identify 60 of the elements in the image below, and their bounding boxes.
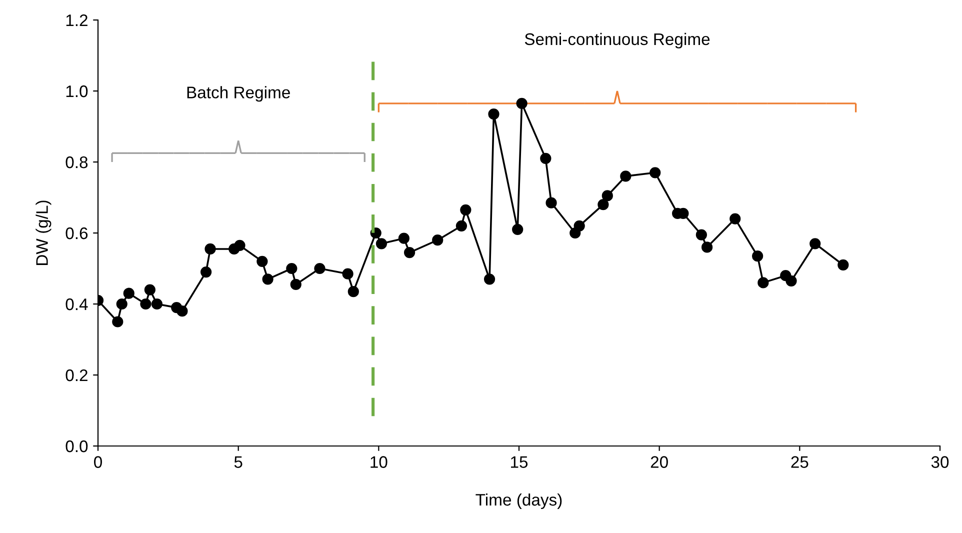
y-tick-label: 0.4 (66, 298, 88, 310)
point (256, 256, 268, 267)
point (432, 234, 444, 246)
point (112, 316, 124, 328)
x-tick-label: 30 (931, 456, 949, 468)
point (151, 298, 162, 310)
point (204, 243, 216, 255)
point (140, 298, 152, 310)
point (602, 190, 613, 202)
x-axis-title: Time (days) (476, 493, 562, 510)
point (574, 220, 585, 232)
point (752, 250, 764, 262)
y-tick-label: 0.8 (66, 156, 88, 168)
point (696, 229, 707, 240)
point (200, 266, 212, 278)
x-tick-label: 15 (511, 456, 528, 468)
point (786, 275, 797, 286)
y-tick-label: 1.0 (66, 85, 88, 98)
point (123, 288, 134, 299)
point (460, 204, 472, 216)
point (512, 224, 524, 236)
point (376, 238, 388, 250)
point (540, 152, 552, 164)
x-tick-label: 10 (370, 456, 388, 468)
y-tick-label: 0.0 (66, 440, 88, 452)
point (838, 259, 849, 271)
point (546, 197, 557, 208)
point (758, 277, 769, 288)
y-tick-label: 1.2 (66, 14, 88, 26)
y-tick-label: 0.6 (66, 227, 88, 240)
point (116, 298, 128, 310)
point (262, 274, 274, 285)
point (516, 98, 528, 109)
point (456, 220, 468, 232)
point (348, 286, 359, 298)
point (620, 170, 632, 182)
point (286, 262, 298, 274)
y-axis-title: DW (g/L) (36, 200, 52, 265)
point (650, 167, 661, 178)
y-tick-label: 0.2 (66, 369, 88, 382)
point (730, 213, 741, 224)
point (176, 306, 188, 317)
point (144, 284, 156, 296)
point (404, 246, 416, 258)
point (701, 242, 713, 253)
point (290, 278, 302, 290)
point (488, 108, 500, 120)
point (314, 262, 326, 274)
x-tick-label: 0 (94, 456, 102, 468)
annotation: Batch Regime (187, 86, 290, 102)
x-tick-label: 20 (650, 456, 668, 468)
annotation: Semi-continuous Regime (524, 32, 710, 48)
point (342, 268, 354, 280)
point (234, 240, 246, 251)
point (398, 232, 410, 244)
point (598, 199, 609, 210)
point (810, 238, 821, 250)
x-tick-label: 5 (234, 456, 242, 468)
point (484, 274, 496, 285)
x-tick-label: 25 (791, 456, 808, 468)
